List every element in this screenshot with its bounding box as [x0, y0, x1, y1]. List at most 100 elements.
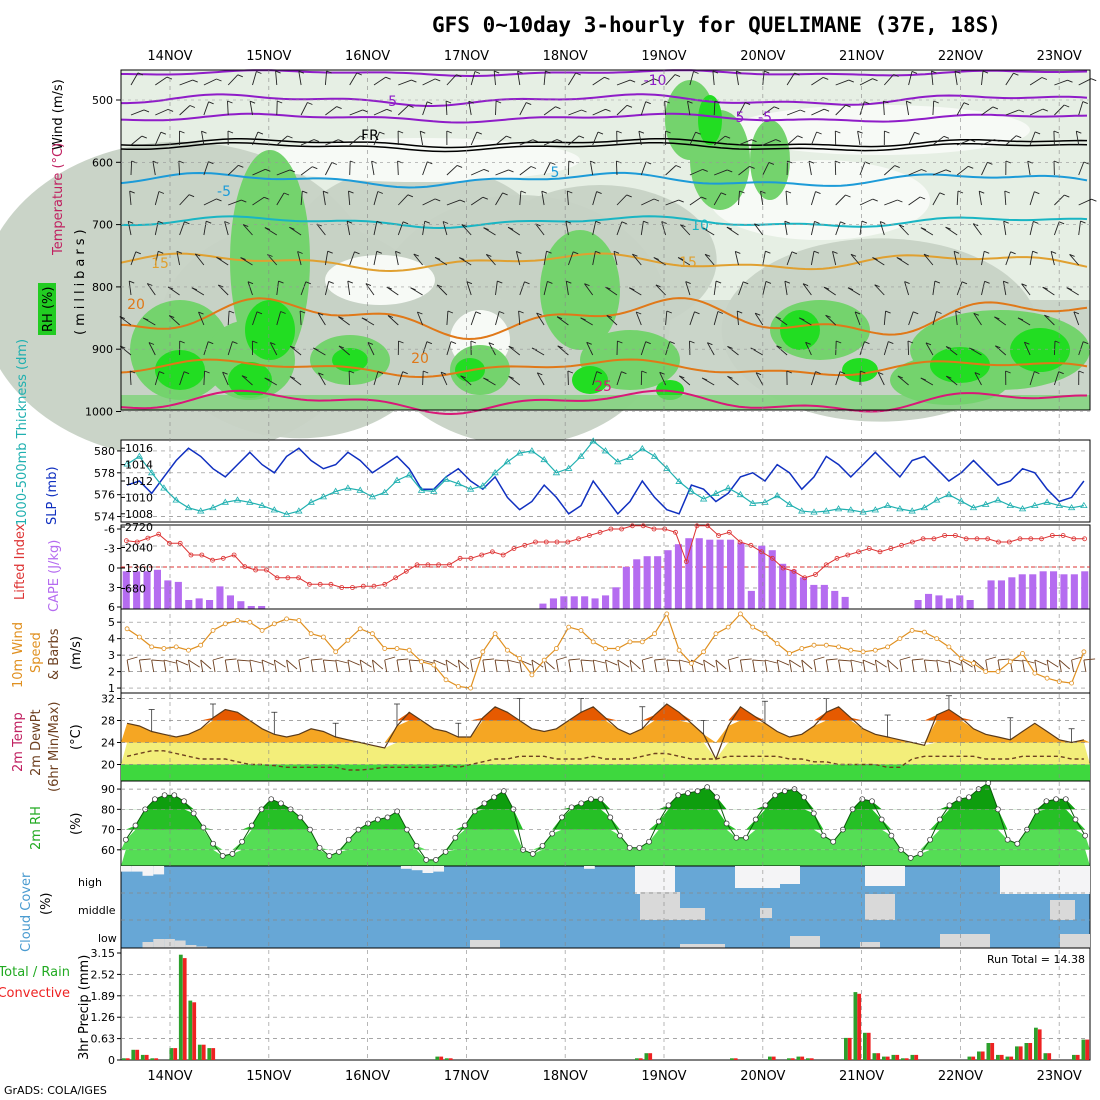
precip-convective-bar	[1018, 1046, 1023, 1060]
upper-wind-barb-flag	[702, 168, 708, 172]
contour-5	[120, 171, 1088, 189]
wind10-barb	[875, 659, 887, 668]
rh2m-marker	[694, 788, 701, 794]
upper-wind-barb	[203, 221, 207, 236]
upper-wind-barb	[823, 286, 836, 296]
upper-wind-barb-flag	[474, 71, 481, 74]
precip-convective-bar	[448, 1058, 453, 1060]
upper-wind-barb	[738, 102, 746, 116]
upper-wind-barb	[640, 101, 647, 116]
contour-20-b	[120, 358, 1088, 379]
thickness-marker	[430, 487, 438, 494]
contour-minus5-b	[120, 112, 1088, 124]
wind10-speed-marker	[124, 626, 130, 632]
cloud-high-bar	[411, 866, 423, 871]
precip-convective-bar	[182, 958, 187, 1060]
cape-bar	[1050, 571, 1058, 609]
cape-bar	[935, 595, 943, 609]
upper-wind-barb	[786, 109, 801, 116]
upper-wind-barb	[276, 281, 279, 296]
upper-wind-barb-flag	[933, 100, 939, 104]
wind10-barb	[985, 656, 997, 661]
precip-convective-bar	[990, 1043, 995, 1060]
cloud-high-block	[865, 866, 905, 886]
thickness-marker	[147, 469, 156, 476]
wind10-speed-marker	[431, 662, 437, 668]
thickness-marker	[442, 475, 450, 482]
cloud-high-block	[635, 866, 675, 894]
upper-wind-barb-flag	[934, 280, 941, 284]
upper-wind-barb-flag	[888, 341, 894, 345]
wind10-barb	[1034, 659, 1047, 666]
wind10-barb-flag	[298, 659, 302, 673]
upper-wind-barb-flag	[920, 377, 926, 381]
upper-wind-barb-flag	[1044, 314, 1050, 318]
upper-wind-barb	[324, 70, 328, 86]
day-grid-lines	[169, 70, 1060, 1060]
upper-wind-barb-flag	[835, 130, 841, 134]
upper-wind-barb-flag	[970, 139, 976, 143]
upper-wind-barb	[981, 71, 984, 86]
upper-wind-barb-flag	[1034, 371, 1040, 375]
wind10-barb	[1022, 659, 1035, 664]
cloud-middle-block	[760, 908, 772, 918]
wind10-barb-flag	[212, 659, 216, 673]
upper-wind-barb	[130, 72, 139, 86]
cloud-level-middle: middle	[78, 904, 116, 917]
lifted-index-marker	[220, 555, 226, 561]
upper-wind-barb-flag	[939, 192, 945, 196]
upper-wind-barb-flag	[675, 165, 682, 168]
lifted-index-marker	[274, 575, 280, 581]
upper-wind-barb	[349, 109, 363, 116]
upper-wind-barb	[348, 370, 351, 386]
upper-wind-barb-flag	[857, 130, 863, 134]
upper-wind-barb	[543, 71, 546, 86]
cloud-high-bar	[584, 866, 595, 869]
upper-wind-barb-flag	[737, 310, 743, 314]
upper-wind-barb-flag	[953, 250, 960, 254]
upper-wind-barb-flag	[712, 70, 719, 74]
rh2m-marker	[278, 800, 284, 807]
pressure-tick-label: 900	[92, 343, 113, 356]
upper-wind-barb	[373, 76, 386, 86]
upper-wind-barb-flag	[573, 251, 579, 255]
cape-bar	[185, 600, 193, 609]
upper-wind-barb-flag	[446, 130, 452, 134]
lifted-index-marker	[414, 562, 420, 568]
upper-wind-barb	[1029, 108, 1043, 116]
precip-total-bar	[197, 1044, 202, 1060]
wind10-barb	[728, 656, 739, 661]
wind10-speed-marker	[345, 637, 351, 643]
upper-wind-barb-flag	[755, 372, 762, 376]
upper-wind-barb	[785, 190, 788, 206]
upper-wind-barb-flag	[280, 311, 286, 314]
upper-wind-barb	[981, 281, 986, 296]
upper-wind-barb	[762, 251, 766, 266]
rh2m-marker	[404, 826, 410, 833]
wind10-barb-flag	[531, 659, 535, 673]
upper-wind-barb	[349, 160, 351, 176]
thickness-marker	[1043, 498, 1051, 505]
upper-wind-barb	[854, 311, 861, 326]
rh2m-label-a: 2m RH	[29, 806, 44, 850]
slp-line	[126, 447, 1085, 515]
wind10-barb-flag	[286, 659, 290, 673]
upper-wind-barb-flag	[669, 341, 675, 345]
upper-wind-barb-flag	[247, 281, 254, 285]
lifted-index-marker	[360, 583, 366, 589]
upper-wind-barb-flag	[497, 280, 503, 284]
upper-wind-barb	[784, 221, 788, 236]
upper-wind-barb-flag	[1042, 108, 1048, 112]
wind10-barb-flag	[322, 659, 326, 673]
slp-tick-label: 1008	[125, 508, 153, 521]
cape-bar	[674, 544, 682, 609]
upper-wind-barb	[923, 253, 934, 266]
wind10-speed-marker	[296, 618, 302, 623]
upper-wind-barb-flag	[506, 135, 512, 139]
upper-wind-barb	[557, 345, 569, 356]
upper-wind-barb-flag	[987, 161, 993, 165]
date-label-bottom: 20NOV	[740, 1069, 785, 1084]
upper-wind-barb-flag	[808, 160, 815, 164]
upper-wind-barb-flag	[995, 345, 1001, 349]
